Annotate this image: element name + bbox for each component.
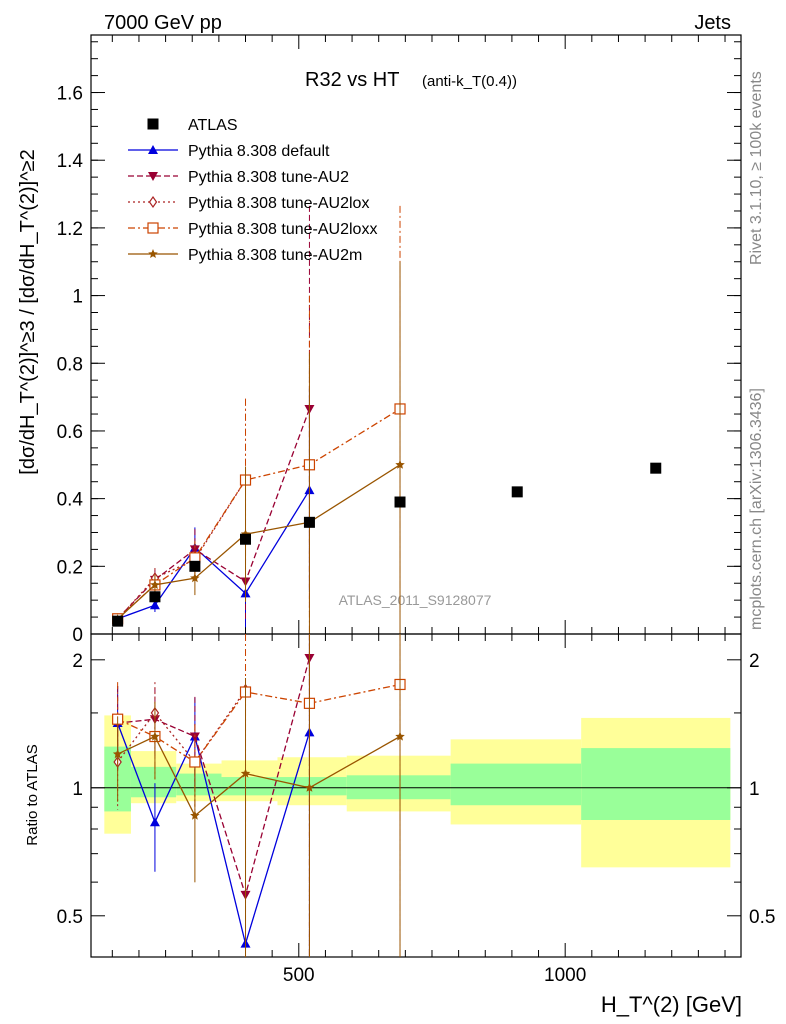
series-line [117, 464, 401, 620]
mcplots-label: mcplots.cern.ch [arXiv:1306.3436] [748, 388, 765, 630]
ratio-line [117, 735, 401, 817]
band-inner [176, 773, 222, 796]
data-point [189, 545, 200, 555]
data-point [395, 731, 405, 741]
data-point [304, 782, 315, 792]
ratio-tick-label: 1 [749, 779, 760, 800]
data-point [148, 195, 158, 209]
y-tick-label: 0.4 [57, 490, 84, 511]
data-point [190, 573, 200, 583]
series-line [117, 489, 310, 620]
data-point [240, 768, 251, 778]
legend-item: Pythia 8.308 tune-AU2loxx [128, 221, 377, 238]
main-panel: 0 0.2 0.4 0.6 0.8 1 1.2 1.4 1.6 [57, 34, 742, 646]
legend-label: Pythia 8.308 tune-AU2m [188, 247, 362, 264]
legend-item: Pythia 8.308 tune-AU2 [128, 169, 349, 186]
data-point [189, 560, 201, 572]
series-2 [112, 205, 315, 624]
data-point [149, 817, 160, 827]
series-4 [112, 205, 406, 634]
y-tick-label: 0 [72, 625, 83, 646]
data-point [147, 118, 159, 130]
chart-title-main: R32 vs HT [305, 69, 399, 91]
x-tick-label: 1000 [544, 965, 586, 986]
data-point [190, 810, 200, 820]
ratio-tick-label: 0.5 [749, 907, 775, 928]
header-right: Jets [694, 12, 731, 34]
data-point [150, 579, 160, 589]
ratio-tick-label: 2 [72, 651, 83, 672]
ratio-frame [90, 633, 742, 958]
legend-label: Pythia 8.308 tune-AU2 [188, 169, 349, 186]
analysis-watermark: ATLAS_2011_S9128077 [339, 592, 492, 608]
ratio-tick-label: 2 [749, 651, 760, 672]
ratio-tick-label: 1 [72, 779, 83, 800]
legend-label: Pythia 8.308 default [188, 143, 330, 160]
ratio-line [117, 689, 247, 764]
legend-item: ATLAS [147, 117, 238, 134]
series-line [117, 408, 311, 620]
data-point [189, 732, 200, 742]
data-point [148, 249, 158, 258]
data-point [148, 145, 158, 154]
legend-item: Pythia 8.308 tune-AU2m [128, 247, 362, 264]
legend-label: ATLAS [188, 117, 238, 134]
data-point [150, 731, 160, 741]
data-point [112, 749, 123, 759]
y-axis-label: [dσ/dH_T^(2)]^≥3 / [dσ/dH_T^(2)]^≥2 [17, 149, 39, 474]
data-point [303, 516, 315, 528]
legend-item: Pythia 8.308 default [128, 143, 330, 160]
series-5-ratio [112, 634, 405, 957]
y-tick-label: 1.6 [57, 84, 83, 105]
legend: ATLAS Pythia 8.308 default Pythia 8.308 tu… [128, 117, 377, 264]
series-1 [112, 388, 315, 628]
chart-title-sub: (anti-k_T(0.4)) [422, 73, 517, 90]
band-inner [581, 748, 731, 820]
band-inner [130, 766, 177, 798]
legend-label: Pythia 8.308 tune-AU2lox [188, 195, 369, 212]
series-3 [113, 398, 250, 626]
data-point [394, 496, 406, 508]
data-point [112, 615, 124, 627]
y-tick-label: 0.8 [57, 354, 83, 375]
y-tick-label: 0.2 [57, 557, 83, 578]
rivet-label: Rivet 3.1.10, ≥ 100k events [748, 71, 765, 265]
y-tick-label: 1.2 [57, 219, 83, 240]
legend-item: Pythia 8.308 tune-AU2lox [128, 195, 369, 212]
data-point [148, 172, 158, 181]
data-point [395, 459, 405, 469]
chart-title: R32 vs HT (anti-k_T(0.4)) [305, 69, 517, 91]
data-point [650, 462, 662, 474]
band-inner [450, 763, 582, 806]
data-point [147, 222, 159, 234]
series-atlas [112, 462, 662, 627]
y-tick-label: 1 [72, 287, 83, 308]
x-axis-label: H_T^(2) [GeV] [601, 992, 742, 1017]
data-point [149, 600, 160, 610]
data-point [189, 756, 201, 768]
ratio-tick-label: 0.5 [57, 907, 83, 928]
header-left: 7000 GeV pp [104, 12, 222, 34]
data-point [149, 591, 161, 603]
ratio-panel: 0.5 0.5 1 1 2 2 500 1000 [57, 633, 775, 986]
ratio-axis-label: Ratio to ATLAS [24, 744, 41, 845]
legend-label: Pythia 8.308 tune-AU2loxx [188, 221, 377, 238]
y-tick-label: 1.4 [57, 151, 84, 172]
data-point [511, 486, 523, 498]
y-tick-label: 0.6 [57, 422, 83, 443]
series-line [117, 408, 401, 620]
band-inner [346, 775, 451, 800]
ratio-line [117, 683, 401, 763]
series-line [117, 479, 247, 620]
data-point [240, 533, 252, 545]
x-tick-label: 500 [283, 965, 315, 986]
